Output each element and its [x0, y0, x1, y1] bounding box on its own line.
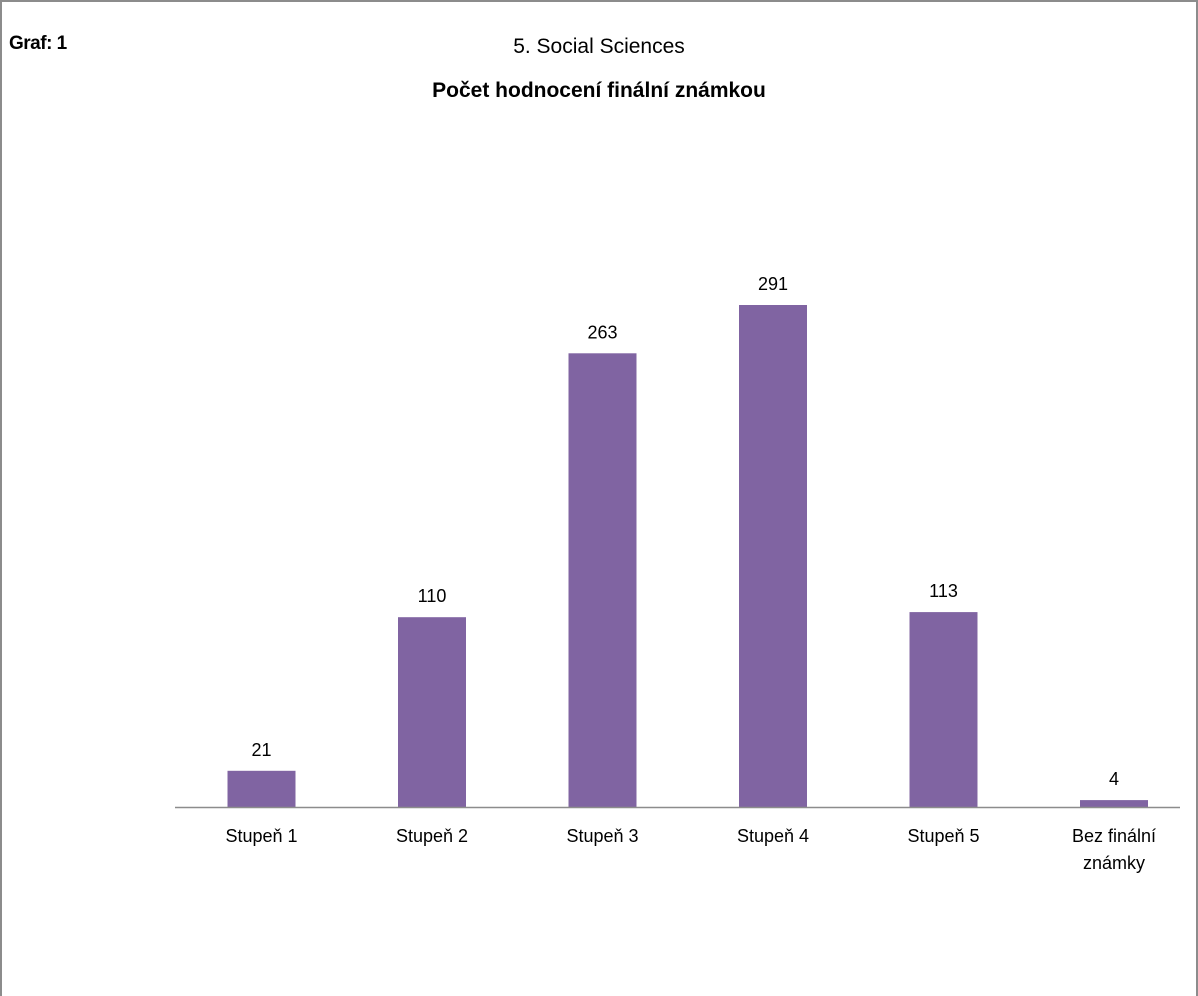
x-tick-label-3: Stupeň 3: [566, 826, 638, 846]
chart-subtitle: Počet hodnocení finální známkou: [432, 79, 766, 102]
data-label-1: 21: [251, 740, 271, 760]
data-label-6: 4: [1109, 769, 1119, 789]
x-tick-label-1: Stupeň 1: [225, 826, 297, 846]
x-tick-label-4: Stupeň 4: [737, 826, 809, 846]
bar-5: [909, 612, 978, 807]
data-label-4: 291: [758, 274, 788, 294]
x-tick-label-5: Stupeň 5: [907, 826, 979, 846]
chart-title: 5. Social Sciences: [513, 35, 685, 58]
figure-label: Graf: 1: [9, 33, 67, 54]
data-label-3: 263: [587, 322, 617, 342]
x-tick-label-6: Bez finální známky: [1072, 826, 1156, 873]
bar-6: [1080, 800, 1148, 807]
data-label-5: 113: [929, 581, 958, 601]
x-tick-label-2: Stupeň 2: [396, 826, 468, 846]
bar-3: [568, 353, 637, 807]
bar-4: [739, 305, 807, 807]
data-label-2: 110: [418, 586, 447, 606]
bar-2: [398, 617, 466, 807]
bar-1: [227, 770, 296, 807]
